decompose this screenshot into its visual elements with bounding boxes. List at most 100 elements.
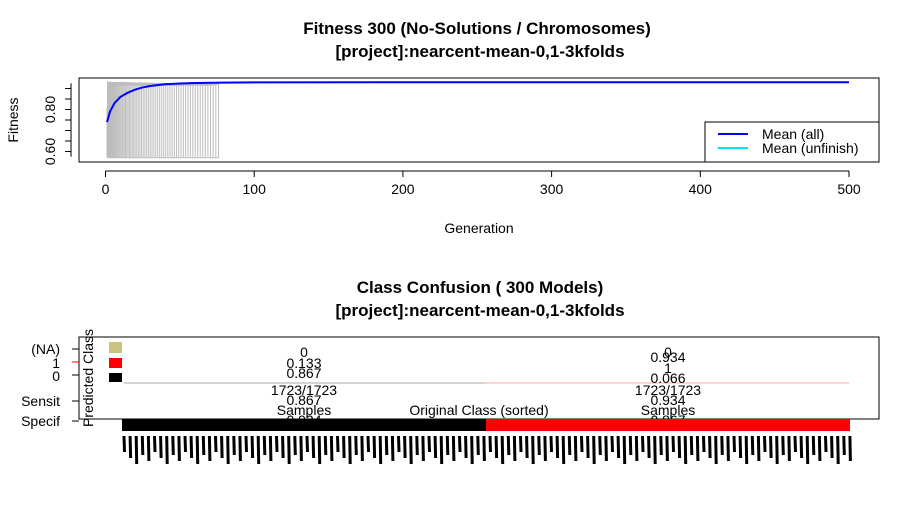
key-1 — [109, 358, 122, 368]
sample-tick — [403, 435, 407, 459]
y-tick-na: (NA) — [31, 341, 60, 357]
sample-tick — [244, 435, 248, 453]
sample-tick — [659, 435, 663, 456]
sample-tick — [311, 435, 316, 459]
x-tick-label: 500 — [837, 181, 861, 197]
sample-tick — [317, 435, 322, 465]
group0-pred1-value: 0.133 — [286, 355, 321, 371]
y-tick-label: 0.60 — [42, 138, 58, 165]
run-line — [106, 81, 220, 158]
sample-tick — [275, 435, 279, 453]
sample-tick — [500, 435, 505, 465]
sample-tick — [628, 435, 633, 456]
group0-sensit: 0.867 — [286, 392, 321, 408]
sample-tick — [470, 435, 474, 465]
sample-tick — [488, 435, 492, 453]
sample-tick — [702, 435, 706, 453]
sample-tick — [329, 435, 334, 462]
sample-tick — [586, 435, 590, 459]
sample-tick — [336, 435, 340, 453]
sample-tick — [384, 435, 389, 456]
sample-tick — [183, 435, 187, 453]
sample-tick — [140, 435, 145, 456]
sample-tick — [573, 435, 578, 462]
class-bar-1 — [486, 419, 850, 431]
sample-tick — [299, 435, 303, 462]
sample-tick — [549, 435, 553, 453]
sample-tick — [433, 435, 438, 459]
sample-tick — [677, 435, 682, 459]
sample-tick — [622, 435, 627, 465]
group1-pred0-value: 0.066 — [650, 370, 685, 386]
sample-tick — [616, 435, 621, 459]
sample-tick — [665, 435, 669, 462]
sample-tick — [647, 435, 651, 459]
sample-tick — [293, 435, 297, 456]
sample-tick — [439, 435, 444, 465]
y-tick-1: 1 — [52, 355, 60, 371]
group0-na-value: 0 — [300, 344, 308, 360]
sample-tick — [494, 435, 499, 459]
group0-samples: Samples — [277, 402, 331, 418]
sample-tick — [763, 435, 767, 453]
sample-tick — [555, 435, 560, 459]
group1-pred1-value: 0.934 — [650, 349, 685, 365]
sample-tick — [171, 435, 175, 456]
sample-tick — [799, 435, 804, 459]
sample-tick — [268, 435, 273, 462]
sample-tick — [714, 435, 718, 465]
y-tick-specif: Specif — [21, 413, 60, 429]
sample-tick — [519, 435, 523, 453]
sample-tick — [793, 435, 797, 453]
sample-tick — [451, 435, 456, 462]
legend-label-mean-all: Mean (all) — [762, 126, 824, 142]
sample-tick — [189, 435, 194, 459]
sample-tick — [482, 435, 486, 462]
sample-tick — [445, 435, 450, 456]
sample-tick — [756, 435, 761, 462]
sample-tick — [159, 435, 163, 459]
legend-box — [704, 121, 880, 163]
fitness-subtitle: [project]:nearcent-mean-0,1-3kfolds — [335, 42, 624, 61]
sample-tick — [653, 435, 657, 465]
group1-na-value: 0 — [664, 344, 672, 360]
sample-tick — [348, 435, 352, 465]
sample-tick — [232, 435, 236, 456]
sample-tick — [464, 435, 468, 459]
sample-tick — [567, 435, 572, 456]
sample-tick — [134, 435, 139, 465]
x-tick-label: 0 — [102, 181, 110, 197]
sample-tick — [207, 435, 212, 462]
sample-tick — [397, 435, 401, 453]
sample-tick — [354, 435, 358, 456]
sample-tick — [836, 435, 840, 465]
sample-tick — [415, 435, 419, 456]
sample-tick — [634, 435, 639, 462]
sample-tick — [726, 435, 730, 462]
sample-tick — [641, 435, 645, 453]
sample-tick-labels — [122, 435, 852, 465]
sample-tick — [506, 435, 511, 456]
sample-tick — [366, 435, 370, 453]
sample-tick — [750, 435, 755, 456]
confusion-y-label: Predicted Class — [80, 329, 96, 427]
sample-tick — [177, 435, 181, 462]
sample-tick — [238, 435, 242, 462]
sample-tick — [153, 435, 157, 453]
sample-tick — [409, 435, 413, 465]
y-tick-label: 0.80 — [42, 96, 58, 123]
x-tick-label: 200 — [391, 181, 415, 197]
sample-tick — [226, 435, 230, 465]
sample-tick — [708, 435, 712, 459]
y-tick-0: 0 — [52, 368, 60, 384]
class-bar-0 — [122, 419, 486, 431]
fitness-y-label: Fitness — [5, 97, 21, 142]
sample-tick — [250, 435, 255, 459]
group0-pred0-value: 0.867 — [286, 365, 321, 381]
sample-tick — [372, 435, 377, 459]
sample-tick — [561, 435, 566, 465]
sample-tick — [281, 435, 285, 459]
sample-tick — [787, 435, 791, 462]
sample-tick — [305, 435, 309, 453]
sample-tick — [580, 435, 584, 453]
